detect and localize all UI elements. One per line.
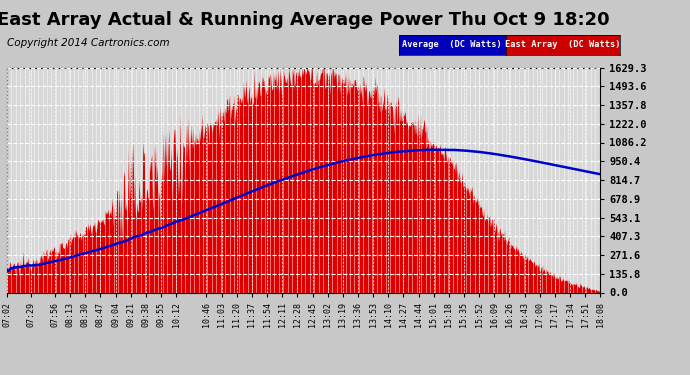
- Text: Average  (DC Watts): Average (DC Watts): [402, 40, 502, 50]
- Text: Copyright 2014 Cartronics.com: Copyright 2014 Cartronics.com: [7, 38, 170, 48]
- Text: East Array  (DC Watts): East Array (DC Watts): [505, 40, 620, 50]
- Text: East Array Actual & Running Average Power Thu Oct 9 18:20: East Array Actual & Running Average Powe…: [0, 11, 610, 29]
